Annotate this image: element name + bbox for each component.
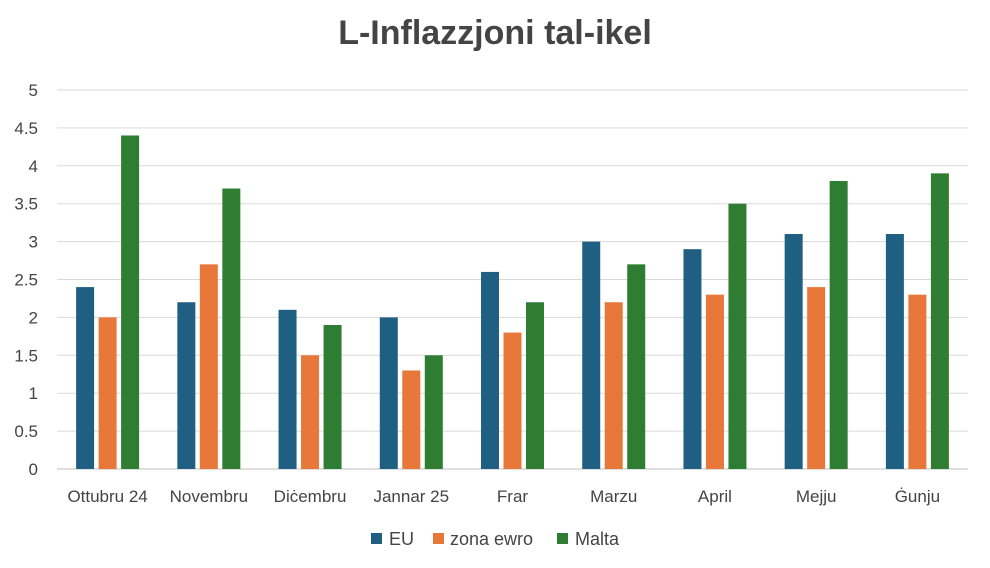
y-tick-label: 0	[29, 460, 38, 479]
bar-eu	[582, 241, 601, 469]
x-tick-label: April	[698, 487, 732, 506]
x-tick-label: Marzu	[590, 487, 637, 506]
y-tick-label: 2	[29, 308, 38, 327]
x-tick-label: Ottubru 24	[67, 487, 147, 506]
bar-eu	[481, 271, 499, 469]
bar-zona-ewro	[402, 370, 421, 469]
chart-title: L-Inflazzjoni tal-ikel	[338, 14, 652, 52]
y-tick-label: 0.5	[14, 422, 38, 441]
legend-label: zona ewro	[450, 529, 533, 549]
bar-eu	[885, 234, 904, 469]
x-tick-label: Novembru	[170, 487, 248, 506]
x-tick-label: Jannar 25	[373, 487, 449, 506]
bar-zona-ewro	[908, 294, 927, 469]
bar-eu	[379, 317, 398, 469]
y-tick-label: 1.5	[14, 346, 38, 365]
bar-malta	[728, 203, 747, 469]
bar-zona-ewro	[807, 287, 826, 469]
y-tick-label: 2.5	[14, 271, 38, 290]
x-tick-label: Ġunju	[895, 486, 940, 506]
bar-malta	[526, 302, 544, 469]
bar-eu	[278, 309, 297, 469]
x-tick-label: Frar	[497, 487, 529, 506]
bar-eu	[177, 302, 196, 469]
bar-malta	[424, 355, 443, 469]
bar-zona-ewro	[98, 317, 117, 469]
x-tick-label: Diċembru	[274, 487, 347, 506]
y-tick-label: 4.5	[14, 119, 38, 138]
bar-eu	[784, 234, 803, 469]
bar-malta	[121, 135, 140, 470]
y-tick-label: 3.5	[14, 195, 38, 214]
bar-malta	[930, 173, 949, 469]
bar-zona-ewro	[503, 332, 522, 469]
y-tick-label: 1	[29, 384, 38, 403]
bar-zona-ewro	[199, 264, 218, 469]
bar-eu	[683, 249, 702, 469]
bar-malta	[627, 264, 646, 469]
y-tick-label: 3	[29, 233, 38, 252]
bar-zona-ewro	[705, 294, 724, 469]
y-tick-label: 5	[29, 81, 38, 100]
bar-zona-ewro	[301, 355, 320, 469]
legend-swatch	[371, 533, 382, 544]
bar-malta	[829, 180, 848, 469]
x-tick-label: Mejju	[796, 487, 837, 506]
legend-label: EU	[389, 529, 414, 549]
bar-malta	[323, 324, 342, 469]
y-tick-label: 4	[29, 157, 38, 176]
bar-eu	[76, 287, 95, 469]
legend-swatch	[433, 533, 444, 544]
legend-swatch	[557, 533, 568, 544]
legend-label: Malta	[575, 529, 620, 549]
bar-zona-ewro	[604, 302, 623, 469]
bar-malta	[222, 188, 241, 470]
